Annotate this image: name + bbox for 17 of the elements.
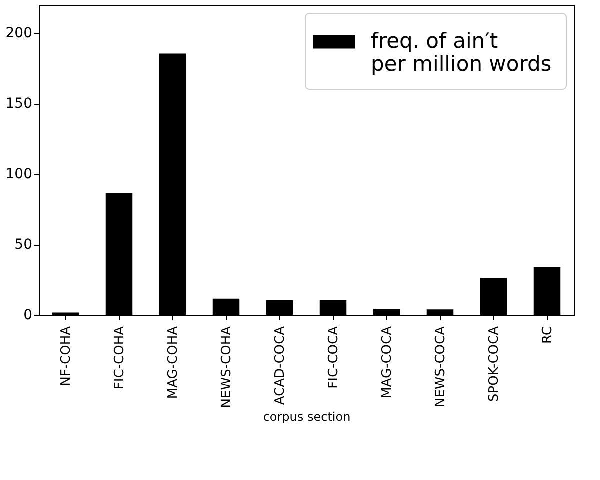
y-tick-label: 50 bbox=[14, 237, 32, 254]
x-tick-label: NF-COHA bbox=[58, 326, 74, 386]
x-axis-title: corpus section bbox=[263, 410, 351, 424]
y-tick-label: 200 bbox=[6, 26, 32, 42]
legend-label: freq. of ain′t per million words bbox=[371, 29, 552, 76]
x-tick-label: NEWS-COCA bbox=[433, 326, 448, 408]
x-tick-label: NEWS-COHA bbox=[219, 326, 234, 408]
x-tick-label: MAG-COHA bbox=[166, 326, 181, 400]
x-tick-label: RC bbox=[540, 326, 556, 344]
x-tick-label: FIC-COCA bbox=[326, 326, 342, 389]
x-tick-label: SPOK-COCA bbox=[486, 326, 502, 402]
x-tick-label: ACAD-COCA bbox=[272, 326, 288, 406]
y-tick-label: 150 bbox=[6, 96, 32, 112]
y-tick-label: 0 bbox=[24, 308, 32, 324]
x-tick-label: FIC-COHA bbox=[112, 326, 128, 390]
x-tick-label: MAG-COCA bbox=[380, 326, 395, 398]
y-tick-label: 100 bbox=[6, 166, 32, 183]
